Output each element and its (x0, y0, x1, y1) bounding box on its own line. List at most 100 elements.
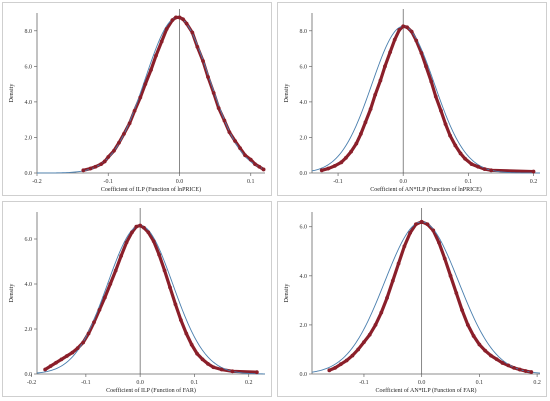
x-tick-label: -0.1 (359, 380, 369, 386)
data-point (327, 368, 332, 373)
data-point (442, 256, 447, 261)
data-point (489, 353, 493, 358)
data-point (81, 340, 86, 345)
data-point (184, 21, 189, 26)
data-point (465, 323, 470, 327)
x-tick-label: 0.1 (191, 380, 199, 386)
data-point (174, 15, 178, 20)
data-point (138, 95, 143, 100)
normal-density-curve (311, 25, 540, 174)
data-point (64, 354, 69, 358)
y-tick-label: 6.0 (25, 64, 33, 70)
x-tick-label: 0.2 (245, 380, 253, 386)
data-point (373, 92, 378, 97)
data-point (483, 348, 488, 353)
data-point (405, 25, 410, 30)
chart-svg: 0.0 2.0 4.0 6.0 -0.1 0.0 0.1 0.2 Coefficient of … (284, 208, 541, 394)
data-point (119, 253, 124, 258)
data-point (132, 108, 137, 113)
data-point (425, 222, 430, 227)
chart-svg: 0.0 2.0 4.0 6.0 8.0 -0.2 -0.1 0.0 0.1 Coefficient… (9, 9, 266, 193)
x-tick-label: -0.2 (32, 179, 42, 185)
data-point (201, 59, 205, 63)
data-point (339, 160, 344, 165)
data-point (362, 340, 366, 344)
data-point (349, 149, 353, 154)
data-point (431, 228, 436, 233)
y-axis-title: Density (284, 84, 290, 103)
data-point (106, 155, 111, 159)
data-point (257, 164, 262, 169)
data-point (469, 162, 474, 167)
data-point (157, 252, 162, 257)
x-tick-label: 0.2 (530, 179, 538, 185)
data-point (206, 75, 210, 79)
y-tick-label: 8.0 (300, 29, 308, 35)
data-point (227, 130, 232, 135)
data-point (326, 166, 331, 171)
data-point (390, 278, 395, 283)
data-point (454, 291, 459, 295)
data-point (476, 164, 481, 169)
data-point (448, 273, 453, 278)
data-point (500, 361, 505, 365)
data-point (523, 369, 528, 373)
data-point (460, 308, 464, 313)
data-point (531, 169, 536, 174)
data-point (154, 53, 158, 58)
chart-svg: 0.0 2.0 4.0 6.0 8.0 -0.1 0.0 0.1 0.2 Coefficient … (284, 9, 540, 193)
y-tick-label: 4.0 (300, 100, 308, 106)
y-tick-label: 4.0 (300, 274, 308, 280)
chart-panel-ilp-lnprice: 0.0 2.0 4.0 6.0 8.0 -0.2 -0.1 0.0 0.1 Coefficient… (2, 2, 272, 196)
data-point (70, 350, 75, 355)
data-point (149, 67, 153, 72)
x-tick-label: 0.1 (247, 179, 255, 185)
data-point (439, 108, 443, 113)
x-tick-label: 0.0 (136, 380, 144, 386)
data-point (477, 342, 482, 347)
y-tick-label: 0.0 (300, 171, 308, 177)
data-point (254, 370, 259, 375)
data-point (402, 244, 407, 249)
data-point (396, 261, 401, 266)
y-tick-label: 2.0 (300, 135, 308, 141)
data-point (124, 240, 129, 245)
data-point (512, 365, 516, 370)
data-point (195, 351, 200, 356)
chart-panel-an-ilp-far: 0.0 2.0 4.0 6.0 -0.1 0.0 0.1 0.2 Coefficient of … (277, 201, 547, 397)
data-point (388, 50, 393, 55)
data-point (453, 143, 458, 148)
data-point (88, 166, 93, 171)
data-point (230, 369, 235, 374)
data-point (102, 295, 107, 300)
data-point (97, 307, 102, 312)
data-point (93, 164, 98, 169)
data-point (99, 162, 104, 167)
y-axis-title: Density (284, 284, 290, 303)
x-tick-label: 0.1 (476, 380, 484, 386)
data-point (319, 168, 324, 173)
normal-density-curve (311, 221, 541, 374)
data-point (489, 168, 494, 173)
x-axis-title: Coefficient of ILP (Function of lnPRICE) (101, 186, 201, 193)
y-tick-label: 6.0 (300, 225, 308, 231)
data-point (379, 310, 384, 315)
x-axis-title: Coefficient of AN*ILP (Function of FAR) (375, 387, 476, 394)
data-point (195, 44, 200, 49)
data-point (494, 357, 499, 362)
data-point (343, 155, 348, 160)
data-point (190, 30, 195, 35)
data-point (506, 363, 511, 368)
data-point (108, 282, 113, 286)
x-tick-label: -0.2 (27, 380, 37, 386)
data-point (81, 168, 86, 173)
x-axis-title: Coefficient of ILP (Function of FAR) (106, 387, 196, 394)
x-tick-label: 0.0 (418, 380, 426, 386)
chart-panel-ilp-far: 0.0 2.0 4.0 6.0 -0.2 -0.1 0.0 0.1 0.2 Coefficient… (2, 201, 272, 397)
data-point (392, 37, 397, 42)
data-point (424, 64, 428, 69)
data-point (134, 224, 139, 229)
data-point (401, 24, 406, 29)
x-tick-label: -0.1 (81, 380, 91, 386)
data-point (419, 51, 424, 55)
